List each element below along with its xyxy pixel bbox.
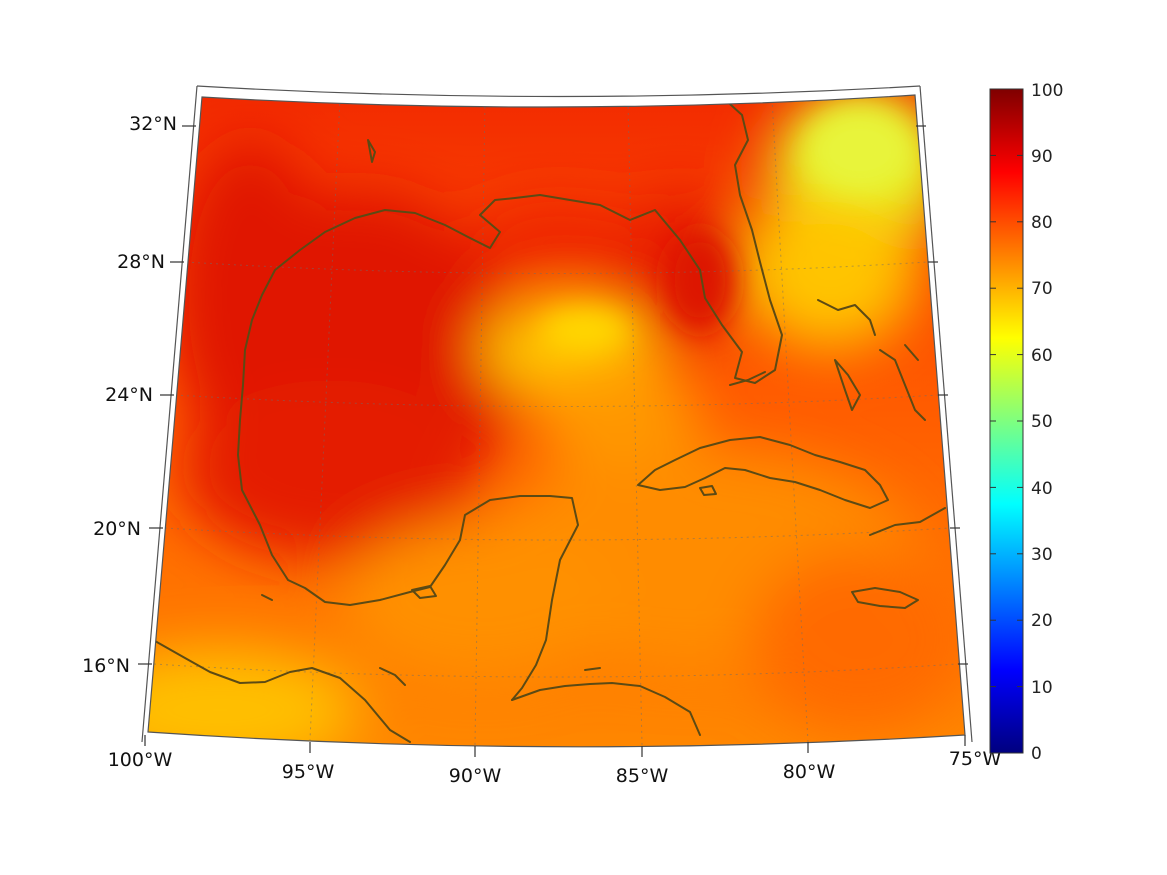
data-field	[148, 95, 965, 747]
colorbar-tick-90: 90	[1031, 147, 1053, 167]
colorbar-tick-40: 40	[1031, 479, 1053, 499]
colorbar-tick-70: 70	[1031, 279, 1053, 299]
lat-label-16: 16°N	[82, 655, 130, 677]
map-frame	[147, 94, 966, 748]
lat-label-28: 28°N	[117, 251, 165, 273]
lon-label-80: 80°W	[783, 761, 836, 783]
colorbar-tick-60: 60	[1031, 346, 1053, 366]
colorbar-tick-50: 50	[1031, 412, 1053, 432]
colorbar-tick-10: 10	[1031, 678, 1053, 698]
colorbar-tick-0: 0	[1031, 744, 1042, 764]
colorbar-ticks	[990, 154, 1023, 754]
colorbar-tick-30: 30	[1031, 545, 1053, 565]
lat-label-20: 20°N	[93, 518, 141, 540]
longitude-labels: 100°W 95°W 90°W 85°W 80°W 75°W	[108, 748, 1002, 787]
colorbar-tick-100: 100	[1031, 81, 1063, 101]
latitude-labels: 16°N 20°N 24°N 28°N 32°N	[82, 113, 177, 677]
coastlines	[154, 95, 946, 743]
lat-label-32: 32°N	[129, 113, 177, 135]
latitude-ticks	[138, 125, 968, 665]
lon-label-85: 85°W	[616, 765, 669, 787]
lon-label-90: 90°W	[449, 765, 502, 787]
colorbar-tick-20: 20	[1031, 611, 1053, 631]
lon-label-100: 100°W	[108, 749, 173, 771]
colorbar-tick-80: 80	[1031, 213, 1053, 233]
lat-label-24: 24°N	[105, 384, 153, 406]
colorbar: 0 10 20 30 40 50 60 70 80 90 100	[989, 81, 1063, 764]
lon-label-95: 95°W	[282, 761, 335, 783]
longitude-ticks	[144, 735, 966, 757]
lon-label-75: 75°W	[949, 748, 1002, 770]
